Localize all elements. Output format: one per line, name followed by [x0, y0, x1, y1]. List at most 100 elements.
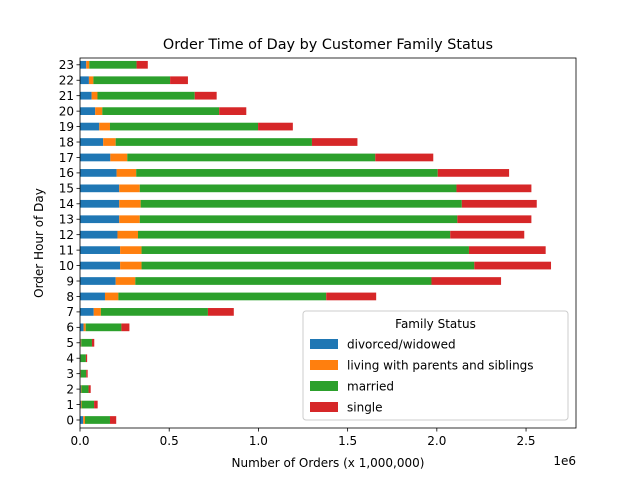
bar-segment	[95, 107, 103, 115]
bar-segment	[83, 416, 85, 424]
y-tick-label: 18	[59, 135, 74, 149]
y-tick-label: 2	[66, 382, 74, 396]
chart-title: Order Time of Day by Customer Family Sta…	[163, 37, 493, 53]
x-axis: 0.0 0.5 1.0 1.5 2.0 2.5	[70, 428, 536, 448]
y-tick-label: 7	[66, 305, 74, 319]
y-tick-label: 9	[66, 274, 74, 288]
bar-segment	[89, 60, 137, 69]
bar-segment	[102, 107, 220, 115]
legend-title: Family Status	[395, 317, 476, 331]
bar-segment	[258, 122, 293, 131]
bar-segment	[461, 199, 537, 208]
legend-swatch	[310, 381, 338, 391]
bar-segment	[140, 199, 462, 208]
legend-label: single	[347, 401, 383, 415]
y-tick-label: 22	[59, 74, 74, 88]
bar-segment	[80, 400, 82, 409]
bar-segment	[88, 76, 94, 85]
bar-segment	[99, 122, 110, 131]
bar-segment	[80, 354, 86, 363]
y-tick-label: 17	[59, 151, 74, 165]
bar-segment	[139, 215, 458, 224]
bar-segment	[141, 246, 469, 254]
bar-segment	[135, 277, 432, 285]
y-tick-label: 10	[59, 259, 74, 273]
legend: Family Status divorced/widowed living wit…	[302, 310, 569, 421]
bar-segment	[109, 416, 117, 424]
bar-segment	[80, 338, 82, 347]
bar-segment	[456, 184, 532, 193]
bar-segment	[137, 230, 451, 239]
bar-segment	[86, 60, 90, 69]
bar-segment	[88, 385, 91, 393]
bar-segment	[93, 308, 101, 316]
x-tick-label: 2.5	[516, 434, 535, 448]
bar-segment	[80, 385, 81, 393]
bar-segment	[104, 292, 119, 301]
bar-segment	[80, 308, 94, 316]
bar-segment	[80, 230, 118, 239]
y-tick-label: 3	[66, 367, 74, 381]
y-tick-label: 1	[66, 398, 74, 412]
bar-segment	[85, 354, 88, 363]
bar-segment	[81, 338, 92, 347]
x-tick-label: 1.0	[249, 434, 268, 448]
y-tick-label: 11	[59, 243, 74, 257]
bar-segment	[85, 323, 122, 332]
bar-segment	[450, 230, 525, 239]
bar-segment	[119, 184, 140, 193]
bar-segment	[80, 76, 89, 85]
bar-segment	[219, 107, 247, 115]
bar-segment	[115, 277, 136, 285]
bar-segment	[109, 122, 259, 131]
bar-segment	[80, 416, 84, 424]
bar-segment	[80, 153, 111, 162]
bar-segment	[136, 169, 438, 177]
bar-segment	[437, 169, 510, 177]
bar-segment	[100, 308, 208, 316]
bar-segment	[110, 153, 128, 162]
bar-segment	[103, 138, 116, 146]
bar-segment	[80, 215, 120, 224]
y-tick-label: 8	[66, 290, 74, 304]
y-tick-label: 14	[59, 197, 74, 211]
bar-segment	[141, 261, 475, 270]
bar-segment	[120, 261, 142, 270]
bar-segment	[80, 246, 121, 254]
bar-segment	[91, 338, 95, 347]
bar-segment	[97, 91, 195, 100]
bar-segment	[119, 199, 141, 208]
bar-segment	[474, 261, 552, 270]
bar-segment	[94, 400, 98, 409]
bar-segment	[80, 400, 81, 409]
bar-segment	[83, 323, 86, 332]
bar-segment	[431, 277, 502, 285]
x-tick-label: 0.5	[160, 434, 179, 448]
bar-segment	[170, 76, 188, 85]
bar-segment	[127, 153, 376, 162]
bar-segment	[120, 246, 142, 254]
y-tick-label: 4	[66, 352, 74, 366]
bar-segment	[457, 215, 532, 224]
y-tick-label: 12	[59, 228, 74, 242]
bar-segment	[85, 416, 110, 424]
legend-label: divorced/widowed	[347, 338, 456, 352]
bar-segment	[207, 308, 234, 316]
bar-segment	[80, 107, 96, 115]
y-tick-label: 16	[59, 166, 74, 180]
x-tick-label: 0.0	[70, 434, 89, 448]
bar-segment	[80, 199, 120, 208]
bar-segment	[375, 153, 434, 162]
y-tick-label: 15	[59, 182, 74, 196]
bar-segment	[80, 261, 121, 270]
bar-segment	[115, 138, 312, 146]
x-axis-label: Number of Orders (x 1,000,000)	[232, 456, 425, 470]
y-tick-label: 6	[66, 321, 74, 335]
plot-frame	[79, 57, 577, 429]
y-tick-label: 13	[59, 213, 74, 227]
legend-items: divorced/widowed living with parents and …	[310, 338, 534, 415]
bar-segment	[80, 369, 87, 378]
y-tick-label: 5	[66, 336, 74, 350]
